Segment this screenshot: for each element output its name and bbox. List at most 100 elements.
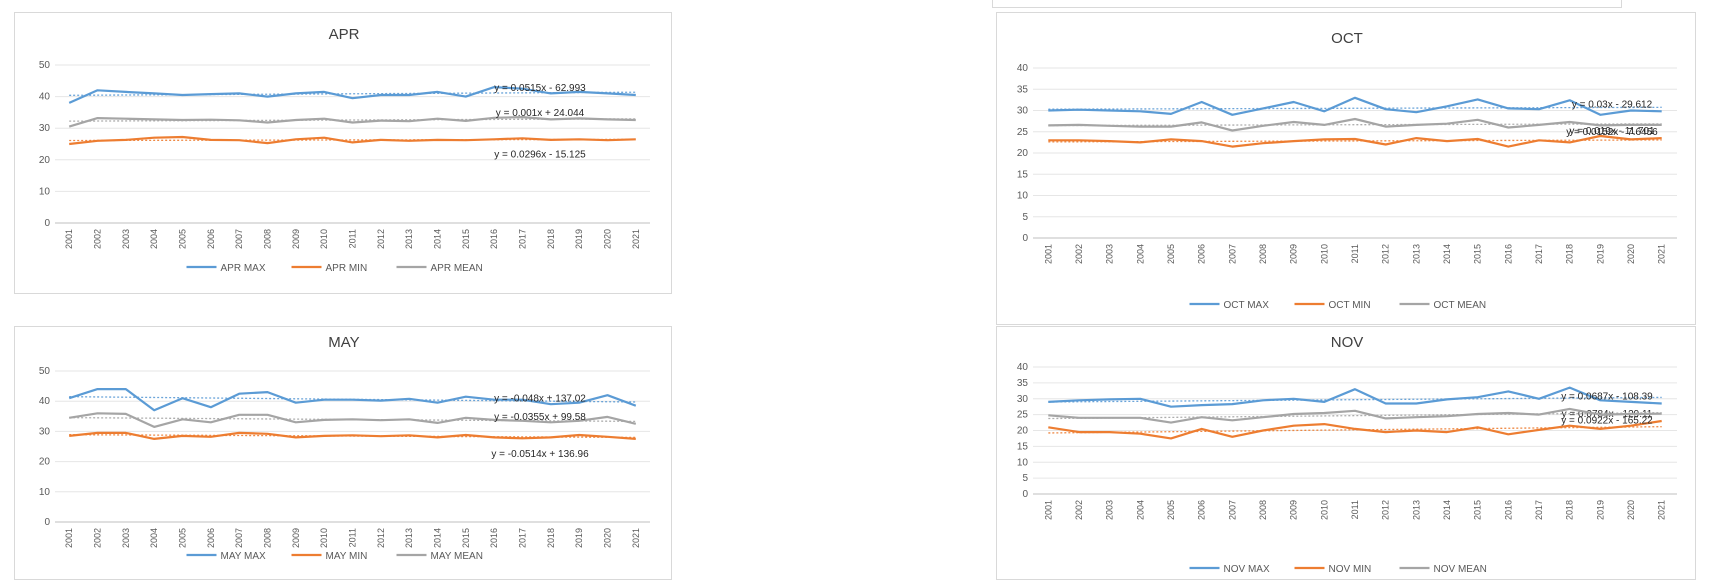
- trendline-equation: y = 0.001x + 24.044: [496, 108, 585, 119]
- x-tick-label: 2018: [1565, 500, 1575, 520]
- chart-panel-nov: NOV 0 5 10 15 20 25 30 35 40 2001 2002 2003 2004 2005 2…: [996, 326, 1696, 580]
- x-tick-label: 2013: [404, 229, 414, 249]
- chart-panel-apr: APR 0 10 20 30 40 50 2001 2002 2003 2004 2005 2006 20…: [14, 12, 672, 294]
- trendline-equation: y = -0.0355x + 99.58: [494, 412, 586, 423]
- y-tick-label: 50: [39, 366, 51, 377]
- x-tick-label: 2012: [1381, 244, 1391, 264]
- x-tick-label: 2006: [206, 229, 216, 249]
- x-tick-label: 2008: [1258, 500, 1268, 520]
- chart-svg-may: MAY 0 10 20 30 40 50 2001 2002 2003 2004 2005 2006 20…: [39, 334, 650, 562]
- series-line-mean: [1048, 407, 1662, 424]
- x-tick-label: 2010: [1319, 500, 1329, 520]
- legend-label: OCT MIN: [1329, 300, 1371, 311]
- y-tick-label: 30: [39, 123, 51, 134]
- x-tick-label: 2018: [1565, 244, 1575, 264]
- trendline: [69, 396, 636, 403]
- chart-svg-apr: APR 0 10 20 30 40 50 2001 2002 2003 2004 2005 2006 20…: [39, 26, 650, 274]
- y-tick-label: 20: [39, 155, 51, 166]
- x-tick-label: 2015: [1473, 244, 1483, 264]
- x-tick-label: 2008: [1258, 244, 1268, 264]
- x-tick-label: 2020: [603, 528, 613, 548]
- legend-label: APR MEAN: [431, 263, 483, 274]
- x-tick-label: 2003: [1105, 244, 1115, 264]
- x-tick-label: 2014: [433, 528, 443, 548]
- x-tick-label: 2001: [1043, 500, 1053, 520]
- legend-label: APR MIN: [326, 263, 368, 274]
- chart-panel-may: MAY 0 10 20 30 40 50 2001 2002 2003 2004 2005 2006 20…: [14, 326, 672, 580]
- x-tick-label: 2018: [546, 528, 556, 548]
- trendline-equation: y = 0.0515x - 62.993: [494, 83, 586, 94]
- y-tick-label: 20: [1017, 426, 1029, 437]
- x-tick-label: 2006: [1197, 244, 1207, 264]
- x-tick-label: 2021: [631, 528, 641, 548]
- x-tick-label: 2014: [1442, 244, 1452, 264]
- trendline: [69, 434, 636, 439]
- trendline-equation: y = -0.048x + 137.02: [494, 394, 586, 405]
- x-tick-label: 2014: [1442, 500, 1452, 520]
- x-tick-label: 2020: [603, 229, 613, 249]
- trendline-equation: y = 0.0922x - 165.22: [1561, 416, 1653, 427]
- chart-panel-oct: OCT 0 5 10 15 20 25 30 35 40 2001 2002 2003 2004 2005 2…: [996, 12, 1696, 325]
- x-tick-label: 2005: [1166, 244, 1176, 264]
- y-tick-label: 25: [1017, 127, 1029, 138]
- x-tick-label: 2012: [376, 528, 386, 548]
- trendline: [1048, 106, 1662, 110]
- x-tick-label: 2009: [291, 229, 301, 249]
- x-tick-label: 2019: [574, 528, 584, 548]
- x-tick-label: 2004: [149, 229, 159, 249]
- x-tick-label: 2017: [518, 528, 528, 548]
- trendline-equation: y = 0.0152x - 7.6456: [1566, 127, 1658, 138]
- series-line-min: [69, 431, 636, 441]
- x-tick-label: 2001: [64, 528, 74, 548]
- x-tick-label: 2021: [1657, 500, 1667, 520]
- x-tick-label: 2007: [234, 229, 244, 249]
- x-tick-label: 2013: [1411, 244, 1421, 264]
- x-tick-label: 2021: [631, 229, 641, 249]
- x-tick-label: 2008: [263, 528, 273, 548]
- x-tick-label: 2011: [1350, 244, 1360, 263]
- x-tick-label: 2012: [376, 229, 386, 249]
- x-tick-label: 2016: [489, 528, 499, 548]
- x-tick-label: 2017: [518, 229, 528, 249]
- x-tick-label: 2004: [1135, 500, 1145, 520]
- y-tick-label: 10: [1017, 457, 1029, 468]
- x-tick-label: 2015: [461, 528, 471, 548]
- legend-label: OCT MAX: [1224, 300, 1270, 311]
- y-tick-label: 15: [1017, 169, 1029, 180]
- x-tick-label: 2007: [234, 528, 244, 548]
- legend-label: APR MAX: [221, 263, 266, 274]
- chart-title: NOV: [1331, 334, 1364, 351]
- x-tick-label: 2006: [1197, 500, 1207, 520]
- x-tick-label: 2014: [433, 229, 443, 249]
- chart-title: MAY: [328, 334, 359, 351]
- y-tick-label: 10: [1017, 191, 1029, 202]
- y-tick-label: 30: [1017, 106, 1029, 117]
- y-tick-label: 0: [44, 218, 50, 229]
- x-tick-label: 2021: [1657, 244, 1667, 264]
- x-tick-label: 2016: [1503, 244, 1513, 264]
- top-panel-edge: [992, 0, 1622, 8]
- trendline: [1048, 426, 1662, 434]
- x-tick-label: 2004: [149, 528, 159, 548]
- x-tick-label: 2012: [1381, 500, 1391, 520]
- x-tick-label: 2011: [348, 528, 358, 547]
- x-tick-label: 2002: [93, 528, 103, 548]
- y-tick-label: 25: [1017, 410, 1029, 421]
- x-tick-label: 2008: [263, 229, 273, 249]
- y-tick-label: 35: [1017, 84, 1029, 95]
- series-line-max: [1048, 386, 1662, 408]
- x-tick-label: 2010: [319, 229, 329, 249]
- legend-label: NOV MEAN: [1434, 564, 1487, 575]
- series-line-mean: [1048, 117, 1662, 132]
- series-line-max: [1048, 96, 1662, 116]
- series-line-max: [68, 387, 637, 412]
- x-tick-label: 2020: [1626, 500, 1636, 520]
- x-tick-label: 2001: [64, 229, 74, 249]
- x-tick-label: 2009: [1289, 500, 1299, 520]
- x-tick-label: 2001: [1043, 244, 1053, 264]
- legend-label: NOV MAX: [1224, 564, 1270, 575]
- legend-label: MAY MEAN: [431, 551, 483, 562]
- x-tick-label: 2013: [1411, 500, 1421, 520]
- y-tick-label: 40: [39, 396, 51, 407]
- x-tick-label: 2016: [489, 229, 499, 249]
